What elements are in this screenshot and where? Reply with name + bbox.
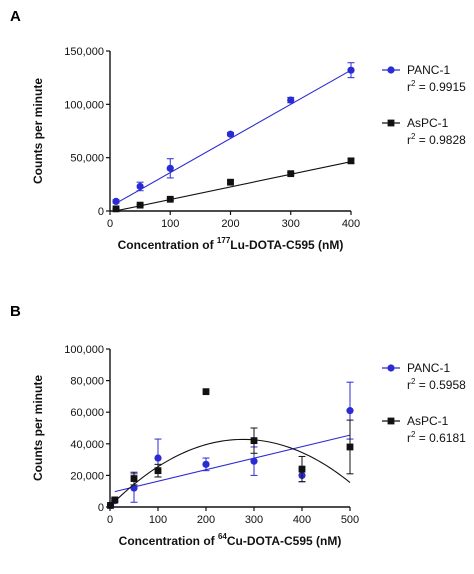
r2-symbol: r [407,378,411,392]
fit-line-aspc-1 [115,161,352,212]
legend-label: AsPC-1 [407,116,449,130]
r2-symbol: r [407,80,411,94]
data-point-panc-1 [166,164,174,172]
panel-letter-a: A [10,8,21,25]
r2-value: = 0.5958 [415,378,466,392]
r2-exponent: 2 [411,132,416,141]
x-tick-label: 100 [149,514,167,526]
r2-exponent: 2 [411,79,416,88]
r2-exponent: 2 [411,430,416,439]
x-tick-label: 0 [107,514,113,526]
r2-symbol: r [407,133,411,147]
r2-exponent: 2 [411,377,416,386]
data-point-panc-1 [347,66,355,74]
y-tick-label: 0 [98,206,104,218]
data-point-aspc-1 [202,388,210,396]
x-axis-label: Concentration of 64Cu-DOTA-C595 (nM) [119,532,342,548]
data-point-aspc-1 [166,195,174,203]
x-axis-label-prefix: Concentration of [118,238,217,252]
x-tick-label: 0 [107,218,113,230]
y-tick-label: 80,000 [70,376,104,388]
data-point-aspc-1 [154,467,162,475]
x-tick-label: 200 [221,218,239,230]
data-point-panc-1 [112,197,120,205]
x-tick-label: 500 [341,514,359,526]
data-point-panc-1 [154,454,162,462]
panel-a-chart: 0 100 200 300 400 0 50,000 100,000 150,000 Counts… [31,46,466,252]
y-axis-label: Counts per minute [31,78,45,184]
panel-letter-b: B [10,303,21,320]
data-point-panc-1 [287,96,295,104]
r2-value: = 0.6181 [415,431,466,445]
legend-r2: r2 = 0.9915 [407,79,466,94]
y-tick-label: 20,000 [70,470,104,482]
fit-line-panc-1 [114,434,351,493]
x-axis-label: Concentration of 177Lu-DOTA-C595 (nM) [118,236,344,252]
x-tick-label: 400 [342,218,360,230]
legend-label: PANC-1 [407,63,450,77]
data-point-aspc-1 [107,502,114,509]
data-point-panc-1 [226,130,235,138]
r2-value: = 0.9915 [415,80,466,94]
fit-line-panc-1 [115,69,352,204]
x-axis-label-sup: 64 [218,532,227,541]
x-axis-label-suffix: Cu-DOTA-C595 (nM) [227,534,341,548]
x-tick-label: 300 [245,514,263,526]
y-axis-label: Counts per minute [31,375,45,481]
data-point-aspc-1 [130,475,138,482]
legend-label: AsPC-1 [407,414,449,428]
r2-value: = 0.9828 [415,133,466,147]
legend-r2: r2 = 0.9828 [407,132,466,147]
legend-r2: r2 = 0.6181 [407,430,466,445]
data-point-aspc-1 [250,437,258,445]
x-tick-label: 100 [161,218,179,230]
fit-curve-aspc-1 [109,438,351,507]
panel-b-chart: 0 100 200 300 400 500 0 20,000 40,000 60,000 80,00… [31,344,466,548]
y-tick-label: 50,000 [70,153,104,165]
y-tick-label: 100,000 [64,99,104,111]
x-axis-label-suffix: Lu-DOTA-C595 (nM) [230,238,343,252]
legend-marker [387,119,395,127]
y-tick-label: 100,000 [64,344,104,356]
x-axis-label-sup: 177 [217,236,231,245]
legend-label: PANC-1 [407,361,450,375]
legend-marker [387,364,395,372]
data-point-aspc-1 [227,178,234,186]
data-point-aspc-1 [287,170,295,178]
data-point-panc-1 [250,457,258,465]
x-tick-label: 400 [293,514,311,526]
x-axis-label-prefix: Concentration of [119,534,218,548]
data-point-panc-1 [136,182,144,191]
y-tick-label: 150,000 [64,46,104,58]
data-point-panc-1 [202,460,210,468]
data-point-panc-1 [346,407,354,415]
r2-symbol: r [407,431,411,445]
legend-r2: r2 = 0.5958 [407,377,466,392]
legend-marker [387,417,395,425]
x-tick-label: 200 [197,514,215,526]
data-point-aspc-1 [136,201,144,209]
y-tick-label: 60,000 [70,407,104,419]
data-point-aspc-1 [111,496,119,504]
data-point-panc-1 [130,484,138,492]
data-point-aspc-1 [347,157,355,165]
data-point-aspc-1 [112,205,120,213]
x-tick-label: 300 [282,218,300,230]
data-point-aspc-1 [298,465,306,473]
data-point-aspc-1 [346,443,354,451]
y-tick-label: 0 [98,502,104,514]
y-tick-label: 40,000 [70,439,104,451]
legend-marker [387,66,395,74]
